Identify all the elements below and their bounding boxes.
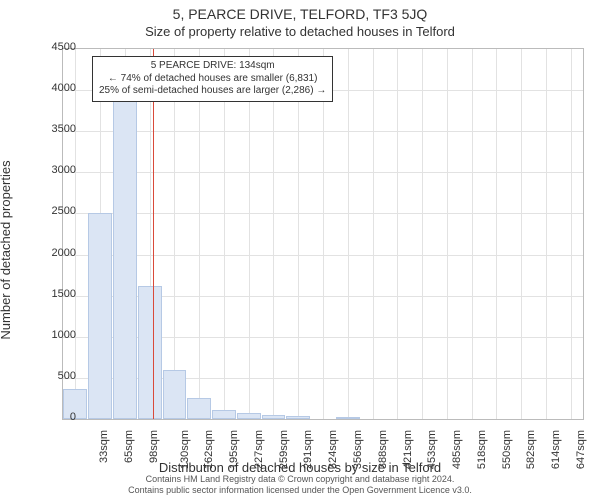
grid-line — [199, 49, 200, 419]
grid-line — [447, 49, 448, 419]
grid-line — [224, 49, 225, 419]
histogram-bar — [88, 213, 112, 419]
y-tick-label: 2500 — [26, 205, 76, 217]
histogram-bar — [212, 410, 236, 419]
footnote: Contains HM Land Registry data © Crown c… — [0, 474, 600, 496]
grid-line — [571, 49, 572, 419]
x-tick-label: 550sqm — [501, 430, 513, 469]
histogram-bar — [113, 82, 137, 419]
footnote-line-2: Contains public sector information licen… — [0, 485, 600, 496]
y-tick-label: 4000 — [26, 82, 76, 94]
x-tick-label: 324sqm — [327, 430, 339, 469]
grid-line — [546, 49, 547, 419]
y-tick-label: 1000 — [26, 329, 76, 341]
x-tick-label: 162sqm — [204, 430, 216, 469]
histogram-bar — [286, 416, 310, 419]
y-tick-label: 3500 — [26, 123, 76, 135]
x-tick-label: 65sqm — [123, 430, 135, 463]
x-tick-label: 33sqm — [98, 430, 110, 463]
annot-line-3: 25% of semi-detached houses are larger (… — [99, 85, 326, 98]
x-tick-label: 195sqm — [228, 430, 240, 469]
page-subtitle: Size of property relative to detached ho… — [0, 24, 600, 39]
y-tick-label: 4500 — [26, 41, 76, 53]
grid-line — [521, 49, 522, 419]
histogram-bar — [237, 413, 261, 419]
plot-area — [62, 48, 584, 420]
annot-line-2: ← 74% of detached houses are smaller (6,… — [99, 73, 326, 86]
property-annotation: 5 PEARCE DRIVE: 134sqm← 74% of detached … — [92, 56, 333, 102]
histogram-bar — [262, 415, 286, 419]
histogram-bar — [163, 370, 187, 419]
x-tick-label: 259sqm — [278, 430, 290, 469]
grid-line — [75, 49, 76, 419]
y-tick-label: 2000 — [26, 247, 76, 259]
grid-line — [174, 49, 175, 419]
x-tick-label: 356sqm — [352, 430, 364, 469]
x-tick-label: 227sqm — [253, 430, 265, 469]
x-tick-label: 582sqm — [525, 430, 537, 469]
x-tick-label: 453sqm — [426, 430, 438, 469]
x-tick-label: 518sqm — [476, 430, 488, 469]
page-title: 5, PEARCE DRIVE, TELFORD, TF3 5JQ — [0, 6, 600, 22]
x-tick-label: 98sqm — [148, 430, 160, 463]
grid-line — [472, 49, 473, 419]
grid-line — [496, 49, 497, 419]
y-tick-label: 0 — [26, 411, 76, 423]
y-tick-label: 500 — [26, 370, 76, 382]
x-tick-label: 485sqm — [451, 430, 463, 469]
x-tick-label: 388sqm — [377, 430, 389, 469]
grid-line — [323, 49, 324, 419]
histogram-bar — [336, 417, 360, 419]
grid-line — [249, 49, 250, 419]
grid-line — [397, 49, 398, 419]
x-tick-label: 130sqm — [179, 430, 191, 469]
grid-line — [348, 49, 349, 419]
histogram-bar — [187, 398, 211, 419]
x-tick-label: 614sqm — [550, 430, 562, 469]
y-tick-label: 1500 — [26, 288, 76, 300]
x-tick-label: 291sqm — [303, 430, 315, 469]
annot-line-1: 5 PEARCE DRIVE: 134sqm — [99, 60, 326, 73]
grid-line — [373, 49, 374, 419]
x-tick-label: 421sqm — [402, 430, 414, 469]
histogram-bar — [138, 286, 162, 419]
grid-line — [298, 49, 299, 419]
property-marker-line — [153, 49, 154, 419]
chart-container: 5, PEARCE DRIVE, TELFORD, TF3 5JQ Size o… — [0, 0, 600, 500]
x-tick-label: 647sqm — [575, 430, 587, 469]
y-tick-label: 3000 — [26, 164, 76, 176]
y-axis-label: Number of detached properties — [0, 160, 13, 339]
footnote-line-1: Contains HM Land Registry data © Crown c… — [0, 474, 600, 485]
grid-line — [273, 49, 274, 419]
grid-line — [422, 49, 423, 419]
